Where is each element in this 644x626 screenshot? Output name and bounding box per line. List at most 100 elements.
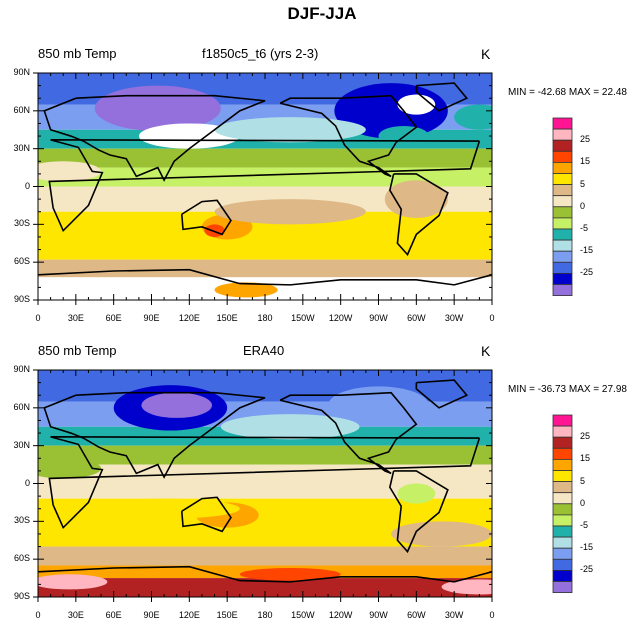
x-tick-label: 0 bbox=[35, 313, 41, 323]
colorbar-box bbox=[552, 161, 573, 174]
contour-band bbox=[38, 546, 492, 566]
contour-region bbox=[214, 282, 278, 298]
x-tick-label: 90E bbox=[143, 610, 160, 620]
colorbar-label: 0 bbox=[580, 497, 586, 508]
colorbar-box bbox=[552, 503, 573, 516]
colorbar-label: -25 bbox=[580, 267, 594, 278]
y-tick-label: 90S bbox=[13, 294, 30, 304]
colorbar-box bbox=[552, 414, 573, 427]
x-tick-label: 90W bbox=[369, 313, 388, 323]
colorbar-box bbox=[552, 458, 573, 471]
colorbar-label: 0 bbox=[580, 200, 586, 211]
colorbar-box bbox=[552, 239, 573, 252]
colorbar-box bbox=[552, 581, 573, 594]
colorbar-label: 25 bbox=[580, 431, 591, 442]
colorbar-box bbox=[552, 195, 573, 208]
y-tick-label: 90S bbox=[13, 591, 30, 601]
y-tick-label: 30S bbox=[13, 218, 30, 229]
contour-region bbox=[38, 574, 108, 590]
colorbar-label: -5 bbox=[580, 223, 589, 233]
coastline bbox=[180, 199, 232, 236]
colorbar-box bbox=[552, 117, 573, 130]
x-tick-label: 180 bbox=[257, 610, 273, 620]
colorbar-box bbox=[552, 284, 573, 297]
figure-title: DJF-JJA bbox=[287, 4, 357, 23]
contour-band bbox=[38, 259, 492, 278]
colorbar-box bbox=[552, 261, 573, 274]
colorbar-label: 25 bbox=[580, 134, 591, 145]
contour-region bbox=[94, 85, 221, 132]
x-tick-label: 60E bbox=[105, 313, 122, 323]
contour-region bbox=[88, 498, 240, 519]
colorbar-box bbox=[552, 514, 573, 527]
colorbar-box bbox=[552, 250, 573, 263]
colorbar-box bbox=[552, 525, 573, 538]
coastline bbox=[180, 496, 232, 533]
colorbar-label: 5 bbox=[580, 475, 586, 486]
panel1-case-label: f1850c5_t6 (yrs 2-3) bbox=[202, 46, 319, 61]
colorbar-box bbox=[552, 481, 573, 494]
colorbar-box bbox=[552, 547, 573, 560]
contour-band bbox=[38, 148, 492, 168]
x-tick-label: 180 bbox=[257, 313, 273, 323]
colorbar-box bbox=[552, 558, 573, 571]
colorbar-box bbox=[552, 425, 573, 438]
coastline bbox=[48, 436, 481, 530]
x-tick-label: 120E bbox=[178, 610, 200, 620]
colorbar-box bbox=[552, 128, 573, 141]
x-tick-label: 30W bbox=[444, 313, 464, 323]
x-tick-label: 60E bbox=[105, 610, 122, 620]
contour-region bbox=[214, 117, 366, 143]
x-tick-label: 120W bbox=[328, 313, 353, 323]
map-panel-1 bbox=[33, 72, 493, 305]
colorbar-box bbox=[552, 217, 573, 230]
y-tick-label: 60S bbox=[13, 553, 30, 564]
x-tick-label: 90W bbox=[369, 610, 388, 620]
panel2-case-label: ERA40 bbox=[243, 343, 285, 358]
panel2-variable-label: 850 mb Temp bbox=[38, 343, 117, 358]
x-tick-label: 120W bbox=[328, 610, 353, 620]
contour-region bbox=[38, 161, 102, 182]
y-tick-label: 60S bbox=[13, 256, 30, 267]
y-tick-label: 0 bbox=[24, 180, 30, 191]
contour-region bbox=[214, 199, 366, 225]
contour-region bbox=[397, 483, 436, 504]
colorbar-box bbox=[552, 150, 573, 163]
panel1-minmax: MIN = -42.68 MAX = 22.48 bbox=[508, 87, 627, 98]
y-tick-label: 90N bbox=[13, 364, 30, 374]
map-panel-2 bbox=[33, 369, 493, 602]
coastline bbox=[43, 391, 266, 479]
colorbar-box bbox=[552, 492, 573, 505]
colorbar-label: -5 bbox=[580, 520, 589, 530]
x-tick-label: 0 bbox=[489, 313, 495, 323]
colorbar-2 bbox=[552, 414, 573, 594]
colorbar-label: -25 bbox=[580, 564, 594, 575]
y-tick-label: 60N bbox=[13, 104, 30, 115]
contour-region bbox=[220, 414, 360, 440]
colorbar-box bbox=[552, 139, 573, 152]
x-tick-label: 150E bbox=[216, 610, 238, 620]
coastline bbox=[48, 139, 481, 233]
coastline bbox=[388, 470, 449, 554]
colorbar-label: 15 bbox=[580, 156, 591, 167]
x-tick-label: 0 bbox=[35, 610, 41, 620]
x-tick-label: 30E bbox=[67, 313, 84, 323]
x-tick-label: 120E bbox=[178, 313, 200, 323]
colorbar-box bbox=[552, 228, 573, 241]
colorbar-box bbox=[552, 272, 573, 285]
contour-region bbox=[454, 104, 492, 130]
colorbar-label: 15 bbox=[580, 453, 591, 464]
x-tick-label: 60W bbox=[407, 313, 426, 323]
colorbar-box bbox=[552, 436, 573, 449]
colorbar-box bbox=[552, 206, 573, 219]
contour-region bbox=[328, 386, 429, 425]
colorbar-box bbox=[552, 184, 573, 197]
panel2-units: K bbox=[481, 343, 491, 359]
antarctica-coastline bbox=[38, 268, 492, 286]
contour-band bbox=[38, 445, 492, 465]
contour-region bbox=[441, 579, 492, 595]
colorbar-box bbox=[552, 173, 573, 186]
temperature-field bbox=[38, 73, 492, 300]
